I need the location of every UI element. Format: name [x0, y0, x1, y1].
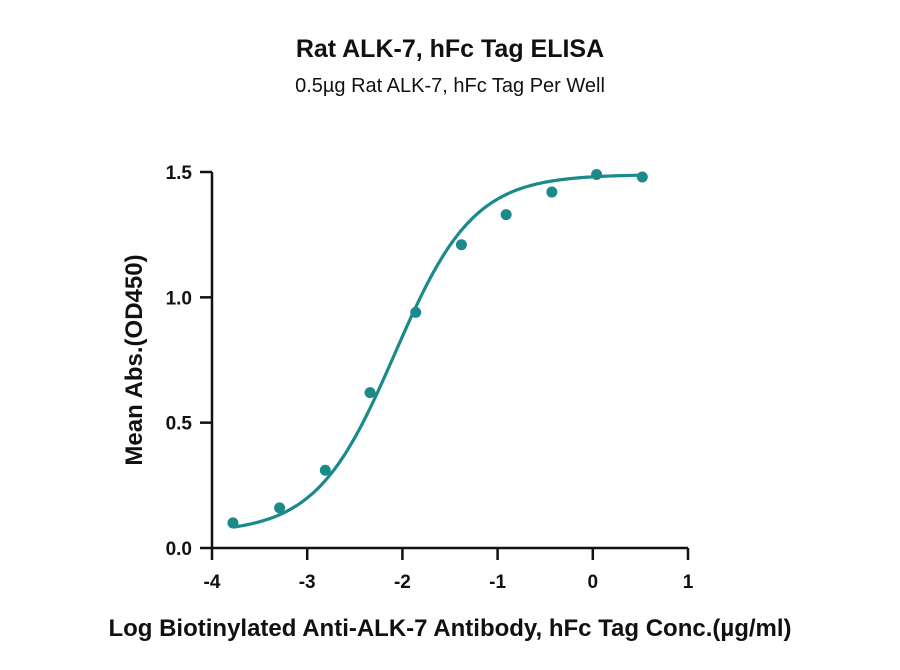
data-point [500, 209, 512, 221]
x-tick-label: 0 [588, 572, 599, 593]
y-tick-label: 1.5 [166, 163, 193, 184]
x-axis-label: Log Biotinylated Anti-ALK-7 Antibody, hF… [108, 615, 791, 642]
fit-curve-group [232, 173, 643, 529]
data-point [227, 517, 239, 529]
data-point [410, 306, 422, 318]
data-point [274, 502, 286, 514]
data-point [319, 464, 331, 476]
data-point [591, 169, 603, 181]
y-tick-label: 0.5 [166, 414, 193, 435]
ticks: -4 -3 -2 -1 0 1 0.0 0.5 1.0 1.5 [166, 163, 694, 593]
chart-title: Rat ALK-7, hFc Tag ELISA [296, 35, 604, 63]
data-point [636, 171, 648, 183]
y-tick-label: 1.0 [166, 288, 192, 309]
x-tick-label: -2 [394, 572, 411, 593]
data-point [455, 239, 467, 251]
data-point [546, 186, 558, 198]
data-points [227, 169, 648, 529]
y-tick-label: 0.0 [166, 539, 192, 560]
x-tick-label: -1 [489, 572, 506, 593]
x-tick-label: -3 [299, 572, 316, 593]
y-axis-label: Mean Abs.(OD450) [121, 254, 148, 465]
chart-subtitle: 0.5µg Rat ALK-7, hFc Tag Per Well [295, 75, 605, 97]
x-tick-label: 1 [683, 572, 694, 593]
fit-curve [232, 173, 643, 529]
axes [210, 172, 688, 550]
data-point [364, 387, 376, 399]
x-tick-label: -4 [204, 572, 221, 593]
